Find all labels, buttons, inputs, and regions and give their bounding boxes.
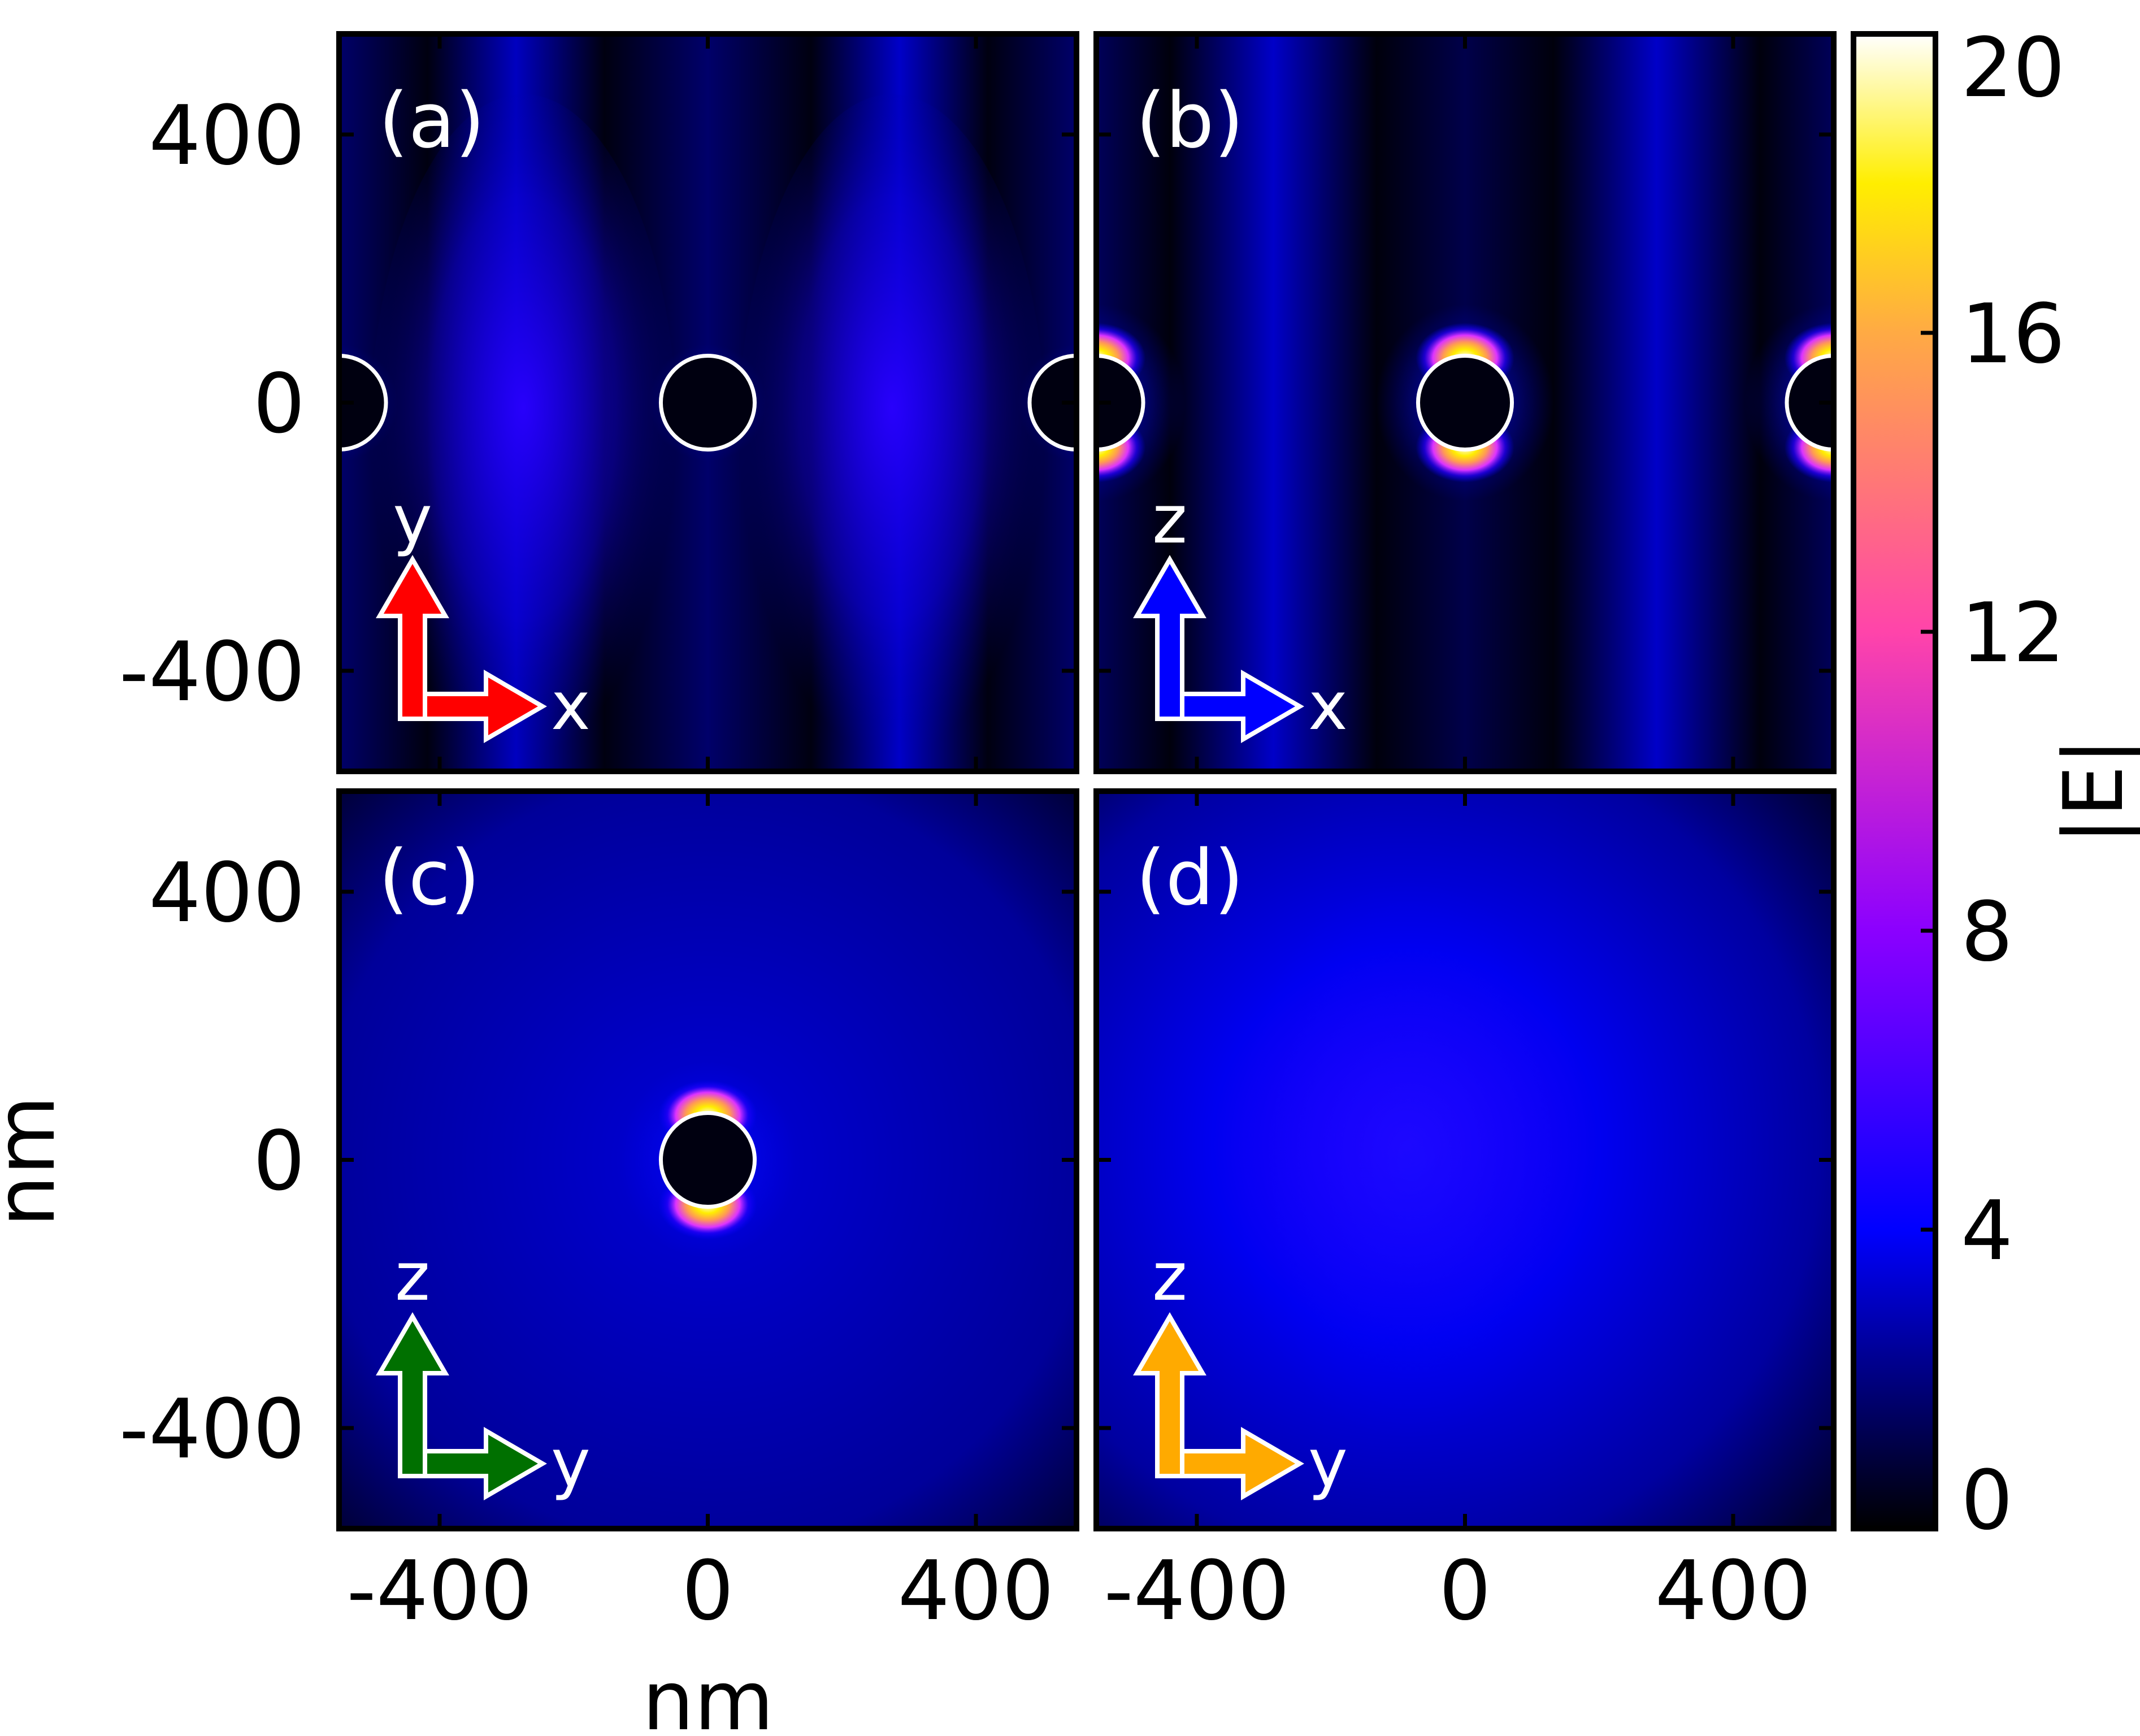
colorbar-title: |E| <box>2046 737 2140 844</box>
panel-b: (b)xz <box>1093 31 1837 774</box>
panel-d: -400 0 400(d)yz <box>1093 788 1837 1639</box>
field-map <box>1096 34 1834 771</box>
particle <box>1027 353 1076 452</box>
y-tick-label: 400 <box>149 88 305 184</box>
panel-label: (a) <box>379 76 485 165</box>
field-lobe <box>1223 878 1599 1442</box>
horizontal-axis-name: x <box>1308 667 1348 745</box>
colorbar: 0 4 8 12 16 20 <box>1851 20 2065 1548</box>
colorbar-tick-label: 20 <box>1961 20 2065 116</box>
particle <box>1416 353 1514 452</box>
colorbar-gradient <box>1853 34 1935 1529</box>
vertical-arrow-icon <box>1133 555 1206 721</box>
particle <box>658 1110 757 1209</box>
field-lobe <box>369 94 678 771</box>
field-map <box>339 34 1076 771</box>
arrow-joint <box>1160 696 1180 717</box>
arrow-joint <box>1160 1453 1180 1474</box>
horizontal-axis-name: x <box>551 667 591 745</box>
y-tick-label: 400 <box>149 845 305 941</box>
y-tick-label: 0 <box>253 1114 305 1209</box>
field-lobe <box>737 94 1047 771</box>
axes-arrow-icon: yz <box>1133 1238 1348 1502</box>
horizontal-axis-name: y <box>551 1424 591 1502</box>
y-axis-title: nm <box>0 1095 73 1227</box>
vertical-arrow-icon <box>376 1312 449 1478</box>
colorbar-tick-label: 0 <box>1961 1453 2013 1548</box>
vertical-arrow-icon <box>376 555 449 721</box>
vertical-axis-name: z <box>395 1238 430 1316</box>
vertical-axis-name: z <box>1152 480 1187 558</box>
panel-label: (b) <box>1136 76 1244 165</box>
panel-label: (d) <box>1136 834 1244 922</box>
axis-labels: nm nm |E| <box>0 737 2140 1736</box>
horizontal-axis-name: y <box>1308 1424 1348 1502</box>
vertical-axis-name: z <box>1152 1238 1187 1316</box>
field-map <box>1096 791 1834 1529</box>
x-axis-title: nm <box>642 1653 774 1736</box>
axes-arrow-icon: xy <box>376 480 591 745</box>
x-tick-label: -400 <box>346 1543 532 1639</box>
colorbar-tick-label: 12 <box>1961 585 2065 681</box>
vertical-arrow-icon <box>1133 1312 1206 1478</box>
x-tick-label: 0 <box>1439 1543 1491 1639</box>
colorbar-tick-label: 8 <box>1961 884 2013 980</box>
x-tick-label: 400 <box>1655 1543 1812 1639</box>
y-tick-label: 0 <box>253 357 305 452</box>
colorbar-tick-label: 4 <box>1961 1183 2013 1279</box>
y-tick-label: -400 <box>119 1382 305 1477</box>
x-tick-label: -400 <box>1104 1543 1290 1639</box>
particle <box>658 353 757 452</box>
x-tick-label: 400 <box>898 1543 1054 1639</box>
arrow-joint <box>402 1453 423 1474</box>
panel-label: (c) <box>379 834 480 922</box>
x-tick-label: 0 <box>681 1543 733 1639</box>
colorbar-tick-label: 16 <box>1961 287 2065 382</box>
axes-arrow-icon: xz <box>1133 480 1348 745</box>
y-tick-label: -400 <box>119 624 305 720</box>
arrow-joint <box>402 696 423 717</box>
field-map <box>339 791 1076 1529</box>
particle <box>339 353 388 452</box>
axes-arrow-icon: yz <box>376 1238 591 1502</box>
particle <box>1785 353 1834 452</box>
colorbar-frame <box>1851 31 1938 1531</box>
vertical-axis-name: y <box>393 480 432 558</box>
